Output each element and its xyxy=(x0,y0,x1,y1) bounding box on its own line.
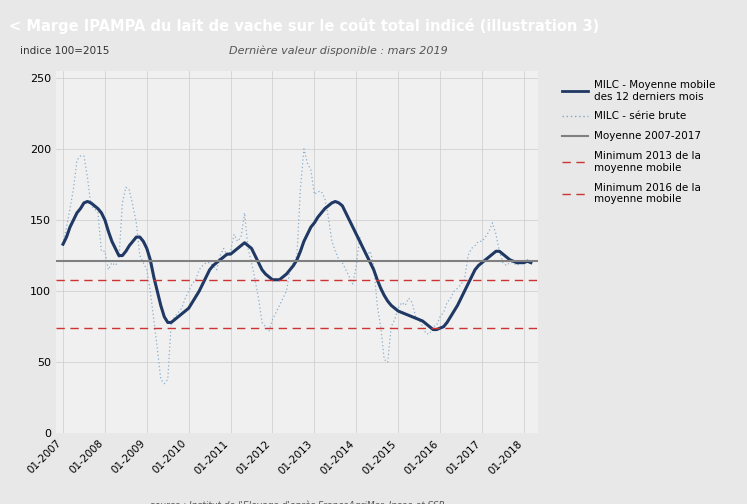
Text: < Marge IPAMPA du lait de vache sur le coût total indicé (illustration 3): < Marge IPAMPA du lait de vache sur le c… xyxy=(9,19,599,34)
Text: Dernière valeur disponible : mars 2019: Dernière valeur disponible : mars 2019 xyxy=(229,45,448,56)
Text: source : Institut de l'Elevage d'après FranceAgriMer, Insee et SSP: source : Institut de l'Elevage d'après F… xyxy=(150,500,444,504)
Legend: MILC - Moyenne mobile
des 12 derniers mois, MILC - série brute, Moyenne 2007-201: MILC - Moyenne mobile des 12 derniers mo… xyxy=(557,76,719,209)
Text: indice 100=2015: indice 100=2015 xyxy=(20,46,109,56)
